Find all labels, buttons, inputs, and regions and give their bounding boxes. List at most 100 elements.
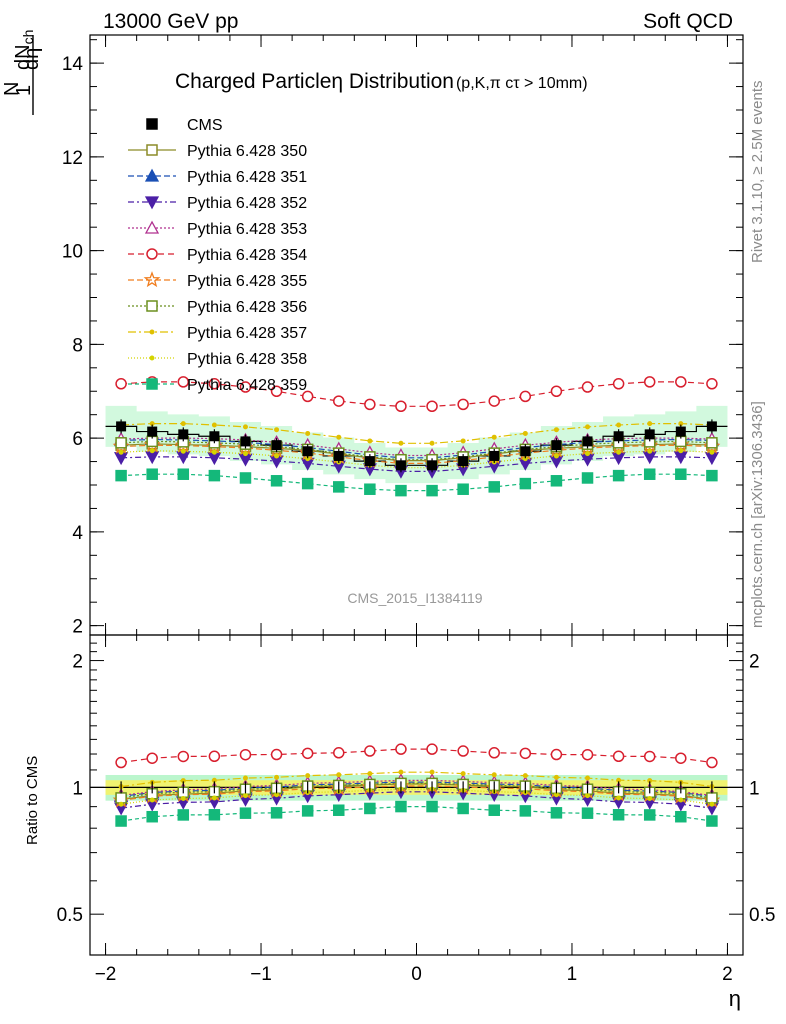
data-points bbox=[116, 419, 717, 794]
series-ratio-point bbox=[706, 815, 718, 827]
legend-item-5: Pythia 6.428 354 bbox=[128, 247, 307, 264]
legend-label: Pythia 6.428 359 bbox=[187, 377, 307, 394]
series-ratio-point bbox=[488, 804, 500, 816]
ratio-tick-label-right: 2 bbox=[749, 652, 760, 673]
ratio-tick-label: 0.5 bbox=[57, 905, 83, 926]
series-ratio-point bbox=[211, 795, 217, 801]
series-ratio-point bbox=[612, 750, 625, 763]
series-ratio-line bbox=[121, 771, 712, 788]
series-ratio-point bbox=[612, 809, 625, 821]
chart-title: Charged Particleη Distribution (p,K,π cτ … bbox=[175, 70, 588, 93]
series-ratio-line bbox=[121, 791, 712, 809]
legend-marker bbox=[144, 220, 160, 234]
legend-item-1: Pythia 6.428 350 bbox=[128, 143, 307, 160]
series-point bbox=[550, 385, 563, 397]
legend-marker bbox=[146, 248, 158, 260]
series-ratio-point bbox=[581, 807, 594, 819]
series-ratio-point bbox=[274, 774, 280, 780]
series-point bbox=[239, 472, 252, 484]
series-ratio-point bbox=[180, 796, 186, 802]
series-ratio-point bbox=[429, 769, 435, 775]
x-tick-label: 2 bbox=[722, 964, 733, 985]
x-tick-label: 1 bbox=[567, 964, 578, 985]
series-ratio-point bbox=[336, 772, 342, 778]
y-axis-label-top: 1 N dNch dη bbox=[1, 30, 43, 115]
ratio-tick-label-right: 0.5 bbox=[749, 905, 775, 926]
series-ratio-point bbox=[675, 752, 687, 764]
series-point bbox=[115, 437, 127, 449]
series-ratio-point bbox=[709, 801, 715, 807]
legend-marker bbox=[146, 378, 158, 390]
series-point bbox=[146, 468, 158, 480]
series-point bbox=[612, 469, 625, 482]
y-tick-label: 10 bbox=[62, 242, 83, 263]
series-ratio-point bbox=[519, 805, 532, 817]
series-point bbox=[616, 422, 622, 428]
series-ratio-point bbox=[426, 743, 438, 755]
series-point bbox=[457, 483, 469, 495]
x-tick-label: 0 bbox=[411, 964, 422, 985]
series-ratio-point bbox=[675, 810, 687, 823]
series-point bbox=[270, 385, 283, 397]
series-ratio-point bbox=[367, 771, 373, 777]
mcplots-label: mcplots.cern.ch [arXiv:1306.3436] bbox=[749, 401, 766, 628]
series-point bbox=[208, 469, 221, 482]
series-point bbox=[115, 378, 127, 390]
series-point bbox=[519, 477, 532, 490]
series-point bbox=[398, 440, 404, 446]
legend-item-3: Pythia 6.428 352 bbox=[128, 195, 307, 212]
series-point bbox=[585, 424, 591, 430]
legend-marker bbox=[144, 168, 160, 182]
series-ratio-point bbox=[457, 802, 469, 815]
ratio-tick-label: 2 bbox=[72, 652, 83, 673]
series-ratio-point bbox=[426, 800, 438, 813]
series-ratio-point bbox=[550, 748, 563, 761]
series-point bbox=[333, 481, 345, 493]
series-point bbox=[149, 448, 155, 454]
series-ratio-point bbox=[678, 797, 684, 803]
legend-label: Pythia 6.428 350 bbox=[187, 143, 307, 160]
y-tick-label: 6 bbox=[72, 429, 83, 450]
series-ratio-point bbox=[242, 793, 248, 799]
legend-item-9: Pythia 6.428 358 bbox=[128, 351, 307, 368]
legend-item-4: Pythia 6.428 353 bbox=[128, 220, 307, 238]
series-ratio-point bbox=[395, 743, 407, 755]
series-ratio-point bbox=[305, 773, 311, 779]
series-ratio-point bbox=[706, 756, 718, 769]
y-tick-label: 8 bbox=[72, 335, 83, 356]
legend-item-0: CMS bbox=[146, 117, 223, 134]
series-ratio-point bbox=[398, 769, 404, 775]
series-point bbox=[364, 483, 376, 495]
series-ratio-point bbox=[177, 809, 190, 821]
header-category: Soft QCD bbox=[643, 10, 733, 33]
series-ratio-point bbox=[488, 747, 500, 759]
y-tick-label: 12 bbox=[62, 148, 83, 169]
series-ratio-point bbox=[115, 815, 127, 827]
series-ratio-point bbox=[550, 807, 563, 819]
series-point bbox=[301, 390, 314, 403]
series-ratio-point bbox=[242, 775, 248, 781]
legend-marker bbox=[149, 329, 155, 335]
series-point bbox=[706, 378, 718, 390]
series-point bbox=[274, 427, 280, 433]
series-point bbox=[208, 378, 221, 390]
series-point bbox=[581, 381, 594, 393]
ratio-tick-label: 1 bbox=[72, 778, 83, 799]
series-ratio-point bbox=[706, 792, 718, 804]
legend-item-7: Pythia 6.428 356 bbox=[128, 299, 307, 316]
series-point bbox=[395, 400, 407, 412]
legend-marker bbox=[143, 271, 161, 288]
series-point bbox=[426, 484, 438, 497]
legend-label: Pythia 6.428 354 bbox=[187, 247, 307, 264]
legend-marker bbox=[144, 196, 160, 210]
series-9 bbox=[115, 468, 718, 827]
series-point bbox=[180, 448, 186, 454]
legend-label: Pythia 6.428 351 bbox=[187, 169, 307, 186]
series-point bbox=[647, 421, 653, 427]
series-ratio-point bbox=[270, 807, 283, 819]
series-point bbox=[270, 475, 283, 487]
series-ratio-point bbox=[208, 809, 221, 821]
legend-label: Pythia 6.428 357 bbox=[187, 325, 307, 342]
series-6 bbox=[115, 435, 718, 804]
